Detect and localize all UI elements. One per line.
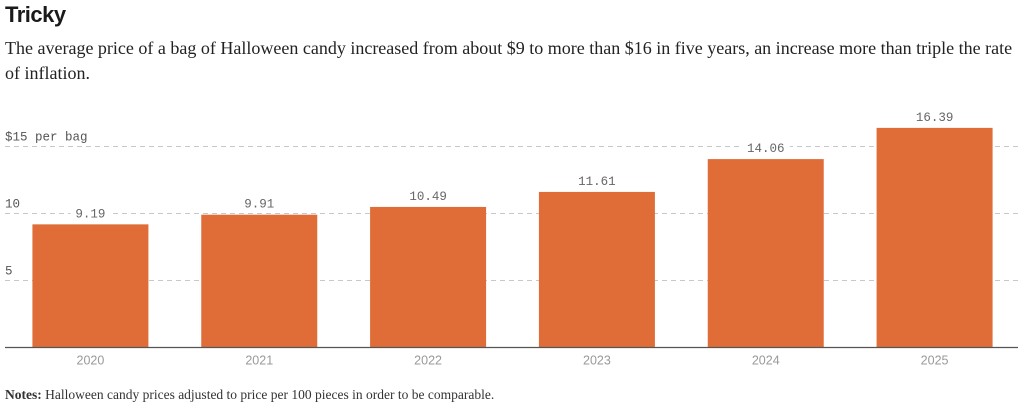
- value-label: 10.49: [409, 190, 447, 204]
- bar: [538, 191, 655, 348]
- notes-text: Halloween candy prices adjusted to price…: [41, 387, 495, 402]
- notes-label: Notes:: [5, 387, 42, 402]
- value-label: 16.39: [916, 111, 954, 125]
- value-label: 9.19: [75, 207, 105, 221]
- y-tick-label: 5: [5, 265, 13, 279]
- chart-title: Tricky: [5, 2, 66, 27]
- x-tick-label: 2022: [414, 354, 442, 368]
- value-label-bg: [70, 205, 111, 220]
- chart-notes: Notes: Halloween candy prices adjusted t…: [5, 387, 494, 403]
- y-tick-label: 10: [5, 198, 20, 212]
- value-label-bg: [404, 187, 453, 202]
- value-label: 14.06: [747, 142, 785, 156]
- value-label-bg: [910, 108, 959, 123]
- x-tick-label: 2021: [245, 354, 273, 368]
- value-label-bg: [741, 140, 790, 155]
- x-tick-label: 2020: [77, 354, 105, 368]
- bar: [707, 159, 824, 348]
- value-label-bg: [572, 172, 621, 187]
- value-label: 9.91: [244, 198, 274, 212]
- chart-subtitle: The average price of a bag of Halloween …: [5, 38, 1013, 83]
- value-label-bg: [239, 195, 280, 210]
- y-tick-label: $15 per bag: [5, 131, 88, 145]
- x-tick-label: 2025: [921, 354, 949, 368]
- bar: [876, 127, 993, 348]
- value-label: 11.61: [578, 175, 616, 189]
- bar: [370, 206, 487, 348]
- x-tick-label: 2023: [583, 354, 611, 368]
- bar: [32, 224, 149, 348]
- x-tick-label: 2024: [752, 354, 780, 368]
- bar: [201, 214, 318, 348]
